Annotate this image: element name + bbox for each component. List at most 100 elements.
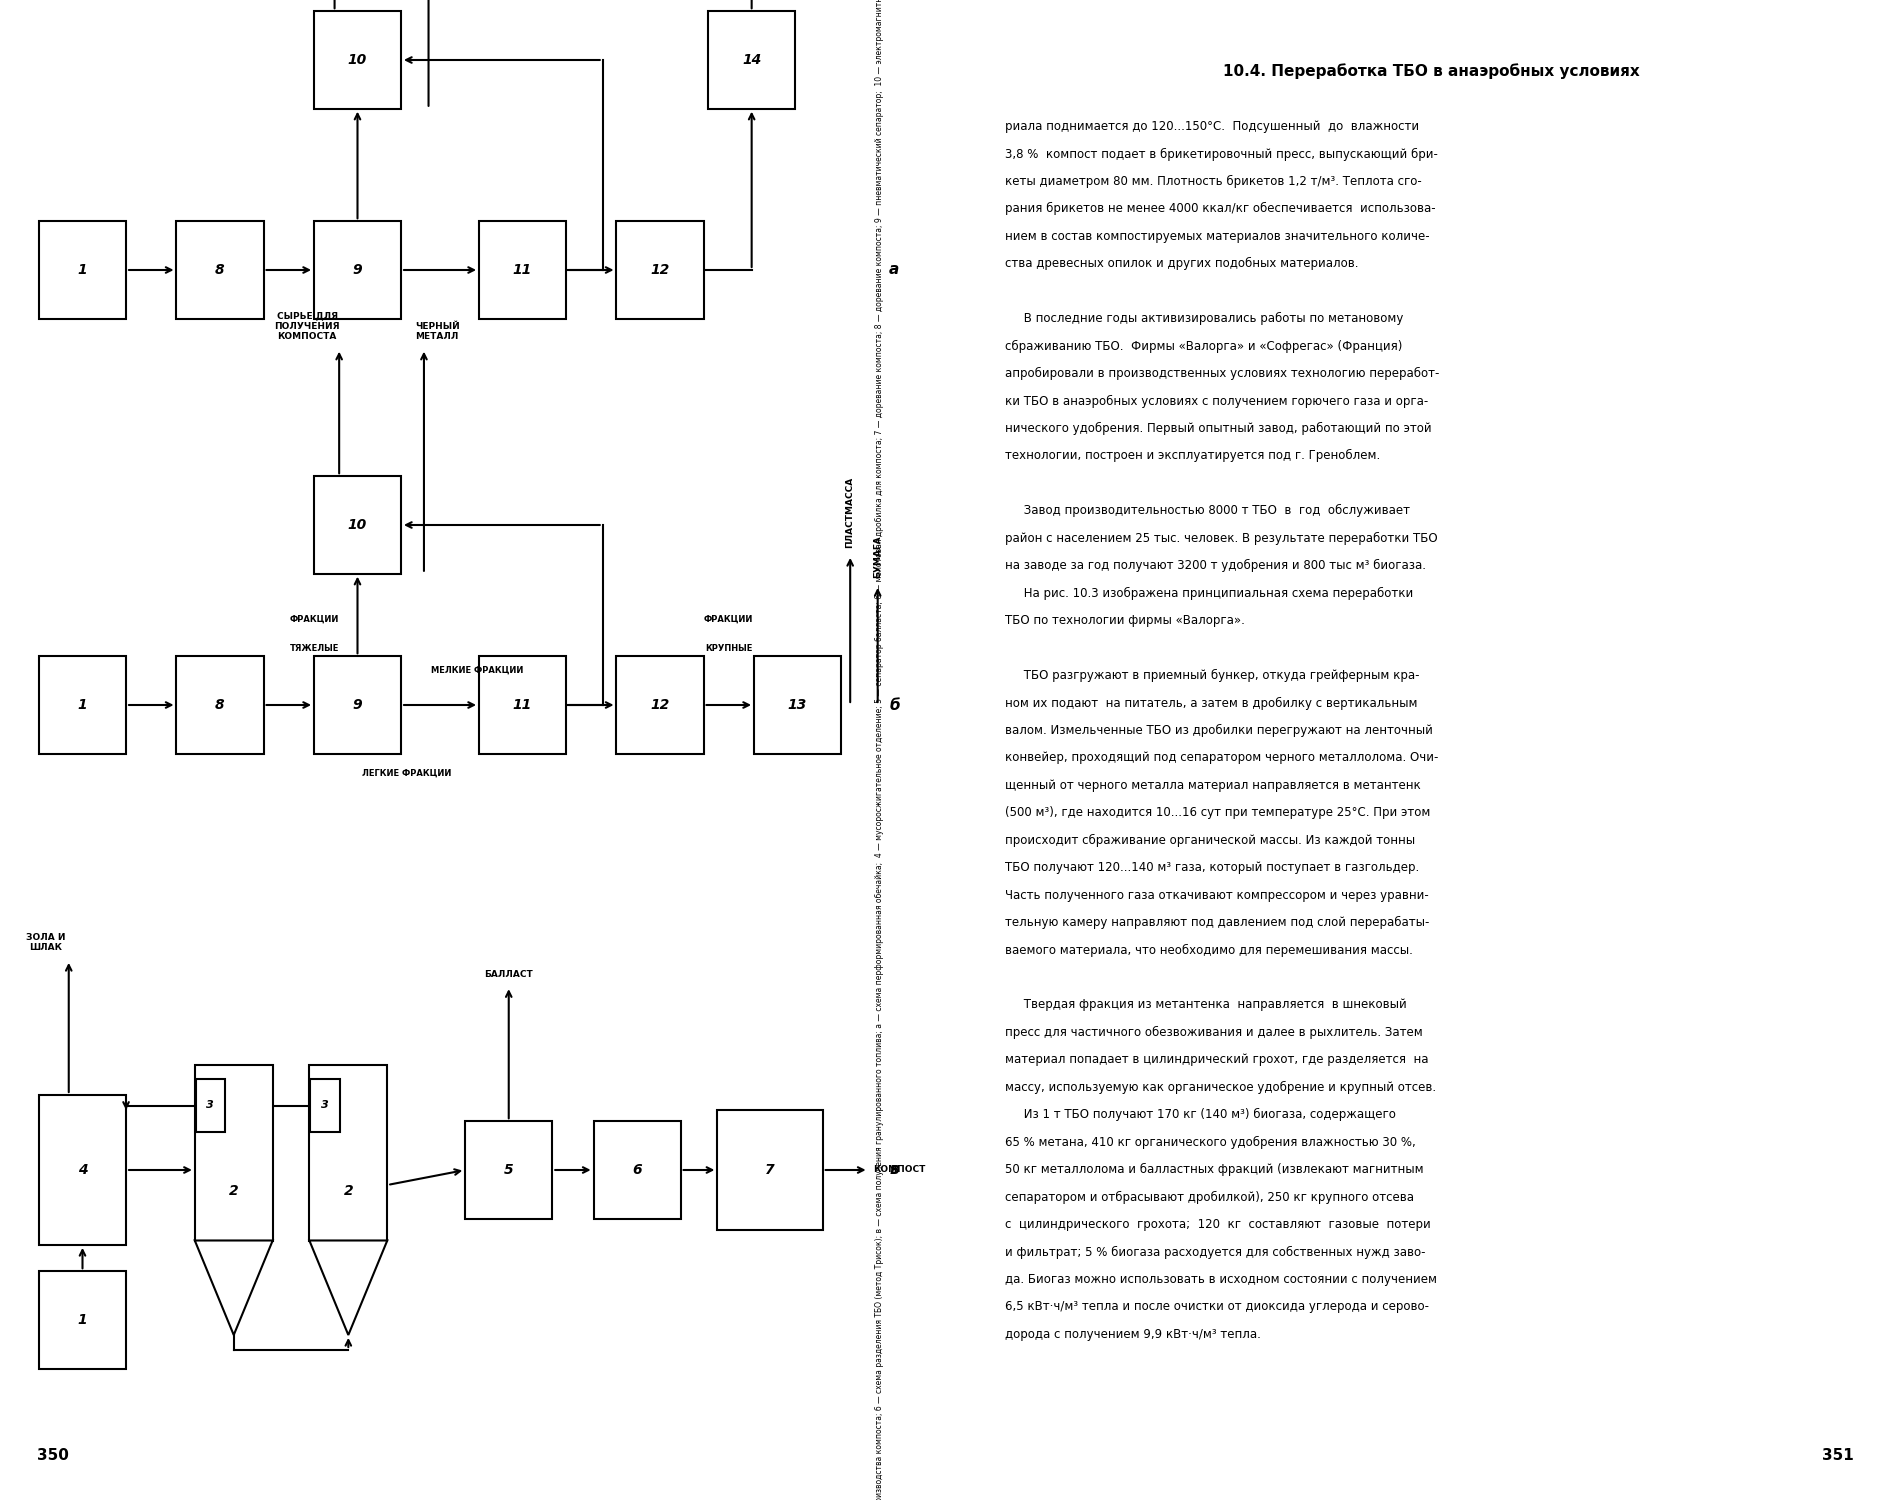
Text: дорода с получением 9,9 кВт·ч/м³ тепла.: дорода с получением 9,9 кВт·ч/м³ тепла. <box>1005 1328 1260 1341</box>
Text: 5: 5 <box>504 1162 514 1178</box>
Text: ном их подают  на питатель, а затем в дробилку с вертикальным: ном их подают на питатель, а затем в дро… <box>1005 696 1417 709</box>
Text: 14: 14 <box>742 53 761 68</box>
Bar <box>314 222 400 320</box>
Text: Часть полученного газа откачивают компрессором и через уравни-: Часть полученного газа откачивают компре… <box>1005 888 1428 902</box>
Text: На рис. 10.3 изображена принципиальная схема переработки: На рис. 10.3 изображена принципиальная с… <box>1005 586 1413 600</box>
Bar <box>314 657 400 753</box>
Bar <box>176 657 263 753</box>
Text: 10: 10 <box>348 518 366 532</box>
Text: щенный от черного металла материал направляется в метантенк: щенный от черного металла материал напра… <box>1005 778 1421 792</box>
Text: 8: 8 <box>215 698 225 712</box>
Bar <box>195 1065 272 1240</box>
Text: конвейер, проходящий под сепаратором черного металлолома. Очи-: конвейер, проходящий под сепаратором чер… <box>1005 752 1438 765</box>
Text: ПЛАСТМАССА: ПЛАСТМАССА <box>844 477 854 548</box>
Bar <box>616 222 703 320</box>
Text: ваемого материала, что необходимо для перемешивания массы.: ваемого материала, что необходимо для пе… <box>1005 944 1413 957</box>
Bar <box>40 222 127 320</box>
Text: 12: 12 <box>650 698 669 712</box>
Text: Рис. 10.2. Принципиальная технологическая схема  МПЗ в г. Турнан-ан-Бри (метод К: Рис. 10.2. Принципиальная технологическа… <box>875 0 884 1500</box>
Text: происходит сбраживание органической массы. Из каждой тонны: происходит сбраживание органической масс… <box>1005 834 1415 848</box>
Bar <box>478 657 565 753</box>
Bar <box>314 476 400 573</box>
Bar <box>40 1095 127 1245</box>
Bar <box>754 657 841 753</box>
Text: ФРАКЦИИ: ФРАКЦИИ <box>289 615 338 624</box>
Text: апробировали в производственных условиях технологию переработ-: апробировали в производственных условиях… <box>1005 368 1439 380</box>
Text: МЕЛКИЕ ФРАКЦИИ: МЕЛКИЕ ФРАКЦИИ <box>431 666 523 675</box>
Text: 4: 4 <box>77 1162 87 1178</box>
Bar <box>616 657 703 753</box>
Text: Твердая фракция из метантенка  направляется  в шнековый: Твердая фракция из метантенка направляет… <box>1005 999 1407 1011</box>
Text: 2: 2 <box>344 1184 353 1197</box>
Text: Из 1 т ТБО получают 170 кг (140 м³) биогаза, содержащего: Из 1 т ТБО получают 170 кг (140 м³) биог… <box>1005 1108 1396 1122</box>
Text: риала поднимается до 120...150°С.  Подсушенный  до  влажности: риала поднимается до 120...150°С. Подсуш… <box>1005 120 1419 134</box>
Text: 8: 8 <box>215 262 225 278</box>
Polygon shape <box>195 1240 272 1335</box>
Text: Завод производительностью 8000 т ТБО  в  год  обслуживает: Завод производительностью 8000 т ТБО в г… <box>1005 504 1409 518</box>
Text: нием в состав компостируемых материалов значительного количе-: нием в состав компостируемых материалов … <box>1005 230 1430 243</box>
Text: нического удобрения. Первый опытный завод, работающий по этой: нического удобрения. Первый опытный заво… <box>1005 422 1432 435</box>
Text: 1: 1 <box>77 698 87 712</box>
Text: БУМАГА: БУМАГА <box>873 536 882 578</box>
Text: сбраживанию ТБО.  Фирмы «Валорга» и «Софрегас» (Франция): сбраживанию ТБО. Фирмы «Валорга» и «Софр… <box>1005 339 1402 352</box>
Text: 10.4. Переработка ТБО в анаэробных условиях: 10.4. Переработка ТБО в анаэробных услов… <box>1222 63 1640 78</box>
Bar <box>708 12 795 110</box>
Bar <box>314 12 400 110</box>
Text: ТЯЖЕЛЫЕ: ТЯЖЕЛЫЕ <box>289 645 338 654</box>
Text: КОМПОСТ: КОМПОСТ <box>873 1166 926 1174</box>
Text: ЧЕРНЫЙ
МЕТАЛЛ: ЧЕРНЫЙ МЕТАЛЛ <box>414 322 459 342</box>
Text: технологии, построен и эксплуатируется под г. Греноблем.: технологии, построен и эксплуатируется п… <box>1005 450 1381 462</box>
Text: ЗОЛА И
ШЛАК: ЗОЛА И ШЛАК <box>26 933 66 952</box>
Bar <box>478 222 565 320</box>
Polygon shape <box>310 1240 387 1335</box>
Text: 2: 2 <box>229 1184 238 1197</box>
Text: 6,5 кВт·ч/м³ тепла и после очистки от диоксида углерода и серово-: 6,5 кВт·ч/м³ тепла и после очистки от ди… <box>1005 1300 1428 1314</box>
Text: 3,8 %  компост подает в брикетировочный пресс, выпускающий бри-: 3,8 % компост подает в брикетировочный п… <box>1005 147 1438 160</box>
Text: 13: 13 <box>788 698 807 712</box>
Text: 11: 11 <box>512 698 533 712</box>
Text: 6: 6 <box>633 1162 642 1178</box>
Text: ЛЕГКИЕ ФРАКЦИИ: ЛЕГКИЕ ФРАКЦИИ <box>363 768 451 777</box>
Text: 10: 10 <box>348 53 366 68</box>
Bar <box>176 222 263 320</box>
Text: на заводе за год получают 3200 т удобрения и 800 тыс м³ биогаза.: на заводе за год получают 3200 т удобрен… <box>1005 560 1426 573</box>
Text: 3: 3 <box>206 1101 213 1110</box>
Bar <box>593 1122 680 1218</box>
Text: СЫРЬЕ ДЛЯ
ПОЛУЧЕНИЯ
КОМПОСТА: СЫРЬЕ ДЛЯ ПОЛУЧЕНИЯ КОМПОСТА <box>274 312 340 342</box>
Text: ства древесных опилок и других подобных материалов.: ства древесных опилок и других подобных … <box>1005 258 1358 270</box>
Text: 9: 9 <box>353 698 363 712</box>
Text: 50 кг металлолома и балластных фракций (извлекают магнитным: 50 кг металлолома и балластных фракций (… <box>1005 1162 1422 1176</box>
Text: 7: 7 <box>765 1162 774 1178</box>
Bar <box>465 1122 552 1218</box>
Text: да. Биогаз можно использовать в исходном состоянии с получением: да. Биогаз можно использовать в исходном… <box>1005 1274 1438 1286</box>
Text: БАЛЛАСТ: БАЛЛАСТ <box>484 970 533 980</box>
Text: 3: 3 <box>321 1101 329 1110</box>
Text: (500 м³), где находится 10...16 сут при температуре 25°С. При этом: (500 м³), где находится 10...16 сут при … <box>1005 807 1430 819</box>
Text: а: а <box>888 262 899 278</box>
Text: ТБО по технологии фирмы «Валорга».: ТБО по технологии фирмы «Валорга». <box>1005 614 1245 627</box>
Text: В последние годы активизировались работы по метановому: В последние годы активизировались работы… <box>1005 312 1404 326</box>
Text: ТБО разгружают в приемный бункер, откуда грейферным кра-: ТБО разгружают в приемный бункер, откуда… <box>1005 669 1419 682</box>
Bar <box>40 657 127 753</box>
Text: с  цилиндрического  грохота;  120  кг  составляют  газовые  потери: с цилиндрического грохота; 120 кг состав… <box>1005 1218 1430 1231</box>
Bar <box>196 1080 225 1131</box>
Text: КРУПНЫЕ: КРУПНЫЕ <box>705 645 752 654</box>
Text: сепаратором и отбрасывают дробилкой), 250 кг крупного отсева: сепаратором и отбрасывают дробилкой), 25… <box>1005 1191 1413 1203</box>
Text: тельную камеру направляют под давлением под слой перерабаты-: тельную камеру направляют под давлением … <box>1005 916 1430 928</box>
Text: материал попадает в цилиндрический грохот, где разделяется  на: материал попадает в цилиндрический грохо… <box>1005 1053 1428 1066</box>
Text: рания брикетов не менее 4000 ккал/кг обеспечивается  использова-: рания брикетов не менее 4000 ккал/кг обе… <box>1005 202 1436 216</box>
Bar <box>310 1080 340 1131</box>
Text: 11: 11 <box>512 262 533 278</box>
Text: 351: 351 <box>1821 1448 1853 1462</box>
Text: ТБО получают 120...140 м³ газа, который поступает в газгольдер.: ТБО получают 120...140 м³ газа, который … <box>1005 861 1419 874</box>
Text: пресс для частичного обезвоживания и далее в рыхлитель. Затем: пресс для частичного обезвоживания и дал… <box>1005 1026 1422 1039</box>
Text: ФРАКЦИИ: ФРАКЦИИ <box>705 615 754 624</box>
Text: в: в <box>888 1162 899 1178</box>
Text: 350: 350 <box>36 1448 68 1462</box>
Text: кеты диаметром 80 мм. Плотность брикетов 1,2 т/м³. Теплота сго-: кеты диаметром 80 мм. Плотность брикетов… <box>1005 176 1421 188</box>
Text: район с населением 25 тыс. человек. В результате переработки ТБО: район с населением 25 тыс. человек. В ре… <box>1005 532 1438 544</box>
Text: 1: 1 <box>77 1312 87 1328</box>
Bar <box>718 1110 822 1230</box>
Text: 65 % метана, 410 кг органического удобрения влажностью 30 %,: 65 % метана, 410 кг органического удобре… <box>1005 1136 1415 1149</box>
Text: 12: 12 <box>650 262 669 278</box>
